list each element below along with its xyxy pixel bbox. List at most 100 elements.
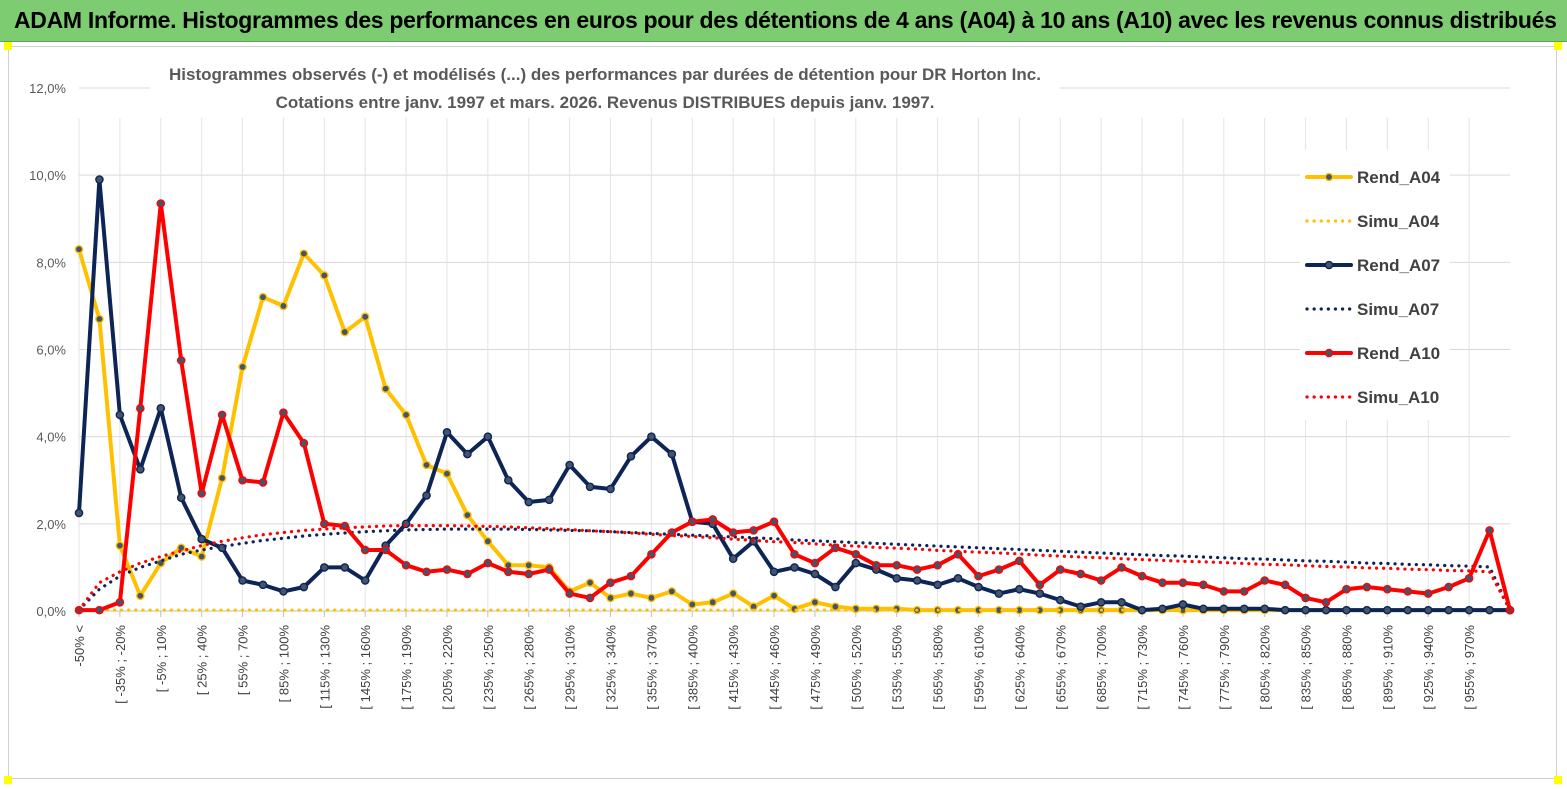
data-point-rend-a07 bbox=[299, 582, 309, 592]
data-point-rend-a10 bbox=[585, 593, 595, 603]
data-point-rend-a07 bbox=[340, 563, 350, 572]
x-tick-label: [ 925% ; 940% bbox=[1421, 625, 1436, 710]
frame-handle-top-left[interactable] bbox=[4, 42, 12, 50]
data-point-rend-a10 bbox=[749, 526, 758, 535]
data-point-rend-a10 bbox=[1321, 597, 1331, 607]
data-point-rend-a07 bbox=[197, 534, 206, 544]
data-point-rend-a04 bbox=[258, 292, 268, 302]
data-point-rend-a10 bbox=[320, 519, 329, 529]
data-point-rend-a07 bbox=[1199, 604, 1208, 614]
data-point-rend-a10 bbox=[1301, 593, 1310, 603]
data-point-rend-a07 bbox=[95, 175, 104, 184]
data-point-rend-a07 bbox=[606, 484, 615, 494]
data-point-rend-a07 bbox=[442, 428, 452, 437]
chart-subtitle: Cotations entre janv. 1997 et mars. 2026… bbox=[276, 93, 935, 112]
data-point-rend-a07 bbox=[1219, 604, 1229, 614]
legend-marker bbox=[1324, 172, 1334, 182]
report-title: ADAM Informe. Histogrammes des performan… bbox=[14, 7, 1557, 33]
x-axis-ticks: -50% < [ -35% ; -20% [ -5% ; 10% [ 25% ; 40… bbox=[72, 625, 1477, 710]
data-point-rend-a10 bbox=[1362, 582, 1372, 592]
series-line-simu-a07 bbox=[77, 527, 1512, 612]
data-point-rend-a04 bbox=[585, 578, 595, 587]
data-point-rend-a04 bbox=[606, 593, 615, 603]
y-axis-ticks: 0,0% 2,0% 4,0% 6,0% 8,0% 10,0% 12,0% bbox=[29, 81, 66, 619]
x-tick-label: [ 25% ; 40% bbox=[195, 625, 210, 696]
data-point-rend-a07 bbox=[1362, 605, 1372, 615]
frame-handle-top-right[interactable] bbox=[1554, 42, 1562, 50]
data-point-rend-a07 bbox=[524, 497, 534, 507]
data-point-rend-a10 bbox=[1199, 580, 1208, 590]
x-tick-label: [ 655% ; 670% bbox=[1053, 625, 1068, 710]
x-tick-label: [ 895% ; 910% bbox=[1380, 625, 1395, 710]
data-point-rend-a10 bbox=[217, 410, 227, 420]
data-point-rend-a10 bbox=[258, 478, 268, 487]
chart-series bbox=[74, 175, 1515, 615]
data-point-rend-a07 bbox=[912, 576, 922, 585]
data-point-rend-a07 bbox=[1301, 605, 1310, 615]
data-point-rend-a07 bbox=[156, 404, 166, 413]
x-tick-label: -50% < bbox=[72, 625, 87, 667]
data-point-rend-a07 bbox=[258, 580, 268, 590]
data-point-rend-a10 bbox=[1055, 565, 1065, 574]
x-tick-label: [ 295% ; 310% bbox=[563, 625, 578, 710]
y-tick-label: 0,0% bbox=[36, 604, 66, 619]
data-point-rend-a07 bbox=[422, 491, 431, 500]
data-point-rend-a04 bbox=[74, 244, 84, 254]
x-tick-label: [ 805% ; 820% bbox=[1258, 625, 1273, 710]
data-point-rend-a04 bbox=[647, 593, 656, 603]
x-tick-label: [ 265% ; 280% bbox=[522, 625, 537, 710]
data-point-rend-a10 bbox=[136, 404, 145, 413]
x-tick-label: [ 535% ; 550% bbox=[890, 625, 905, 710]
data-point-rend-a04 bbox=[626, 589, 636, 598]
data-point-rend-a10 bbox=[851, 550, 861, 559]
data-point-rend-a07 bbox=[831, 582, 840, 592]
legend-marker bbox=[1324, 260, 1334, 270]
data-point-rend-a07 bbox=[1035, 589, 1045, 598]
x-tick-label: [ -5% ; 10% bbox=[154, 625, 169, 693]
data-point-rend-a07 bbox=[483, 432, 493, 441]
data-point-rend-a10 bbox=[1035, 580, 1045, 590]
x-tick-label: [ 955% ; 970% bbox=[1462, 625, 1477, 710]
data-point-rend-a07 bbox=[1403, 605, 1413, 615]
data-point-rend-a04 bbox=[115, 541, 125, 550]
frame-handle-bottom-right[interactable] bbox=[1554, 776, 1562, 784]
data-point-rend-a04 bbox=[769, 591, 779, 601]
frame-handle-bottom-left[interactable] bbox=[4, 776, 12, 784]
data-point-rend-a10 bbox=[176, 356, 186, 365]
data-point-rend-a07 bbox=[544, 495, 554, 505]
data-point-rend-a10 bbox=[1137, 571, 1147, 581]
data-point-rend-a04 bbox=[340, 327, 350, 337]
data-point-rend-a04 bbox=[217, 473, 227, 483]
chart-legend: Rend_A04 Simu_A04 Rend_A07 Simu_A07 Rend_A10… bbox=[1300, 150, 1450, 420]
data-point-rend-a04 bbox=[892, 604, 902, 614]
chart-title-background bbox=[150, 58, 1060, 116]
data-point-rend-a10 bbox=[401, 560, 411, 570]
data-point-rend-a04 bbox=[524, 560, 534, 570]
data-point-rend-a10 bbox=[299, 438, 309, 448]
legend-label: Simu_A07 bbox=[1357, 300, 1439, 319]
data-point-rend-a10 bbox=[360, 545, 370, 555]
data-point-rend-a07 bbox=[1321, 605, 1331, 615]
data-point-rend-a07 bbox=[136, 465, 145, 474]
data-point-rend-a04 bbox=[667, 587, 677, 596]
data-point-rend-a04 bbox=[463, 510, 472, 520]
data-point-rend-a07 bbox=[503, 475, 513, 485]
data-point-rend-a10 bbox=[442, 565, 452, 574]
data-point-rend-a04 bbox=[197, 552, 206, 561]
data-point-rend-a10 bbox=[279, 408, 288, 417]
data-point-rend-a07 bbox=[1096, 597, 1106, 607]
x-tick-label: [ 715% ; 730% bbox=[1135, 625, 1150, 710]
legend-label: Simu_A04 bbox=[1357, 212, 1440, 231]
data-point-rend-a07 bbox=[769, 567, 779, 577]
legend-marker bbox=[1324, 348, 1334, 358]
data-point-rend-a10 bbox=[647, 550, 656, 559]
data-point-rend-a10 bbox=[1219, 587, 1229, 596]
data-point-rend-a07 bbox=[1342, 605, 1351, 615]
data-point-rend-a07 bbox=[360, 576, 370, 585]
data-point-rend-a10 bbox=[933, 560, 942, 570]
x-tick-label: [ 775% ; 790% bbox=[1217, 625, 1232, 710]
y-tick-label: 12,0% bbox=[29, 81, 66, 96]
y-tick-label: 2,0% bbox=[36, 517, 66, 532]
data-point-rend-a10 bbox=[1464, 574, 1474, 583]
data-point-rend-a07 bbox=[176, 493, 186, 502]
